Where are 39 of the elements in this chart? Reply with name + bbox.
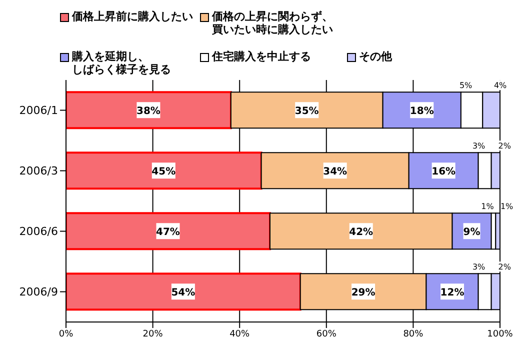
data-label: 54% <box>171 288 196 299</box>
data-label: 42% <box>349 227 374 238</box>
data-label: 18% <box>410 106 434 118</box>
data-label: 35% <box>294 106 319 118</box>
x-tick-label: 80% <box>403 329 424 340</box>
bar <box>66 212 271 250</box>
bar <box>66 272 302 311</box>
data-label: 3% <box>472 262 486 272</box>
x-tick-label: 100% <box>487 329 514 340</box>
data-label: 45% <box>152 166 176 178</box>
data-label: 2% <box>498 142 512 151</box>
data-label: 1% <box>481 202 494 212</box>
bar <box>66 152 262 190</box>
data-label: 3% <box>472 142 486 151</box>
x-tick-label: 0% <box>58 329 74 340</box>
x-tick-label: 40% <box>230 329 250 340</box>
data-label: 38% <box>136 106 160 118</box>
legend-label: 価格の上昇に関わらず、買いたい時に購入したい <box>212 10 333 36</box>
data-label: 12% <box>440 288 464 299</box>
y-tick-label: 2006/6 <box>19 225 58 238</box>
y-tick-label: 2006/9 <box>19 286 58 299</box>
data-label: 1% <box>500 202 514 212</box>
data-label: 2% <box>498 262 512 272</box>
legend-label: 住宅購入を中止する <box>212 50 311 63</box>
x-tick-label: 60% <box>316 329 337 340</box>
legend-label: 購入を延期し、しばらく様子を見る <box>72 50 171 76</box>
x-tick-label: 20% <box>142 329 164 340</box>
bar <box>66 91 232 130</box>
legend-label: 価格上昇前に購入したい <box>72 10 193 23</box>
data-label: 9% <box>463 227 480 238</box>
legend-label: その他 <box>359 50 392 63</box>
y-tick-label: 2006/1 <box>19 104 58 118</box>
data-label: 4% <box>494 81 508 90</box>
data-label: 16% <box>432 166 456 178</box>
y-tick-label: 2006/3 <box>19 164 58 178</box>
data-label: 47% <box>156 227 180 238</box>
data-label: 34% <box>323 166 348 178</box>
data-label: 29% <box>351 288 376 299</box>
data-label: 5% <box>459 81 473 90</box>
